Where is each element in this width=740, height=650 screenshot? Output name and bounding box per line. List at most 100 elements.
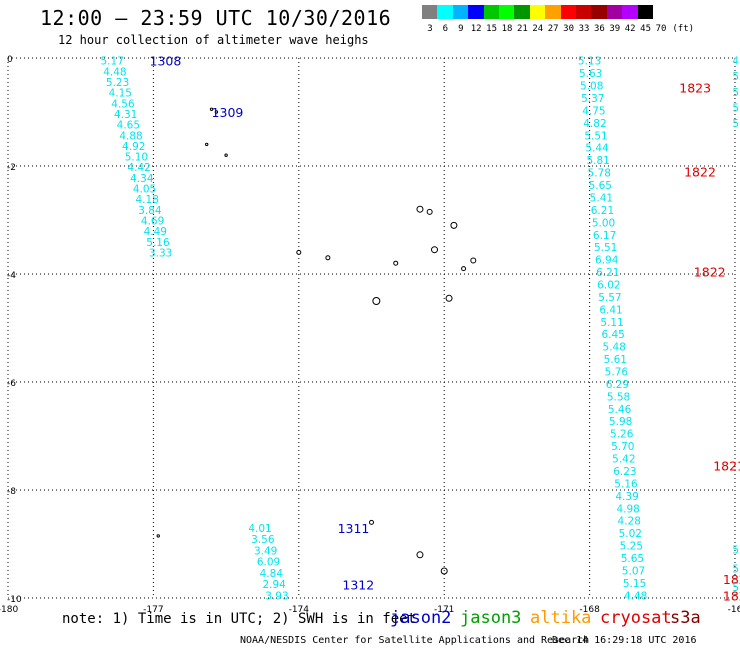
wave-height-label: 5.65	[621, 553, 644, 565]
wave-height-label: 5.10	[125, 152, 148, 164]
wave-height-label: 4.01	[248, 523, 271, 535]
scale-label: 6	[442, 24, 449, 34]
legend-item-altika: altika	[530, 608, 592, 628]
scale-swatch	[560, 5, 576, 19]
chart-subtitle: 12 hour collection of altimeter wave hei…	[58, 33, 369, 47]
wave-height-label: 5.51	[594, 242, 617, 254]
wave-height-label: 4.65	[117, 120, 140, 132]
wave-height-label: 4.18	[136, 194, 159, 206]
island-outline	[156, 534, 160, 538]
y-tick-label: -4	[7, 271, 16, 281]
scale-label: 36	[593, 24, 605, 34]
scale-swatch	[591, 5, 607, 19]
wave-height-label: 5.98	[609, 416, 632, 428]
scale-swatch	[576, 5, 592, 19]
wave-height-label: 4.34	[130, 173, 154, 185]
wave-height-label: 5.58	[607, 391, 630, 403]
wave-height-label: 5.07	[622, 565, 645, 577]
wave-height-label: 5.13	[578, 56, 601, 68]
wave-height-label: 4.98	[616, 503, 639, 515]
y-tick-label: -8	[7, 487, 16, 497]
wave-height-label: 4.28	[618, 516, 641, 528]
credit-timestamp: Dec 14 16:29:18 UTC 2016	[552, 635, 697, 646]
legend-item-cryosat: cryosat	[600, 608, 672, 628]
pass-time-label: 1308	[150, 54, 182, 69]
wave-height-label: 5.	[732, 71, 740, 83]
pass-time-label: 1823	[679, 81, 711, 96]
wave-height-label: 4.84	[260, 568, 284, 580]
scale-label: 18	[501, 24, 513, 34]
wave-height-label: 5.	[732, 563, 740, 575]
wave-height-label: 4.82	[583, 118, 606, 130]
island-outline	[426, 208, 433, 215]
island-outline	[372, 297, 381, 305]
wave-height-label: 5.46	[608, 404, 632, 416]
scale-label: 24	[532, 24, 544, 34]
legend-item-jason3: jason3	[460, 608, 522, 628]
island-outline	[205, 142, 209, 147]
wave-height-label: 6.21	[591, 205, 614, 217]
wave-height-label: 3.84	[138, 205, 162, 217]
wave-height-label: 4.31	[114, 109, 137, 121]
island-outline	[431, 246, 439, 254]
wave-height-label: 4.56	[111, 98, 135, 110]
wave-height-label: 5.44	[585, 143, 609, 155]
island-outline	[440, 567, 448, 575]
wave-height-label: 5.41	[590, 192, 613, 204]
wave-height-label: 6.21	[596, 267, 619, 279]
wave-height-label: 5.48	[603, 342, 626, 354]
wave-height-label: 4.48	[103, 66, 126, 78]
scale-swatch	[622, 5, 638, 19]
wave-height-label: 5.08	[580, 81, 603, 93]
pass-time-label: 1309	[212, 105, 244, 120]
footer-note: note: 1) Time is in UTC; 2) SWH is in fe…	[62, 611, 417, 627]
island-outline	[325, 255, 331, 261]
wave-height-label: 5.	[732, 118, 740, 130]
y-tick-label: -2	[7, 163, 16, 173]
wave-height-label: 4.48	[624, 590, 647, 602]
scale-swatch	[514, 5, 530, 19]
wave-height-label: 5.02	[619, 528, 642, 540]
scale-label: 15	[486, 24, 498, 34]
scale-swatch	[483, 5, 499, 19]
island-outline	[445, 294, 453, 302]
scale-label: 39	[609, 24, 621, 34]
wave-height-label: 5.17	[101, 56, 124, 68]
scale-label: 3	[427, 24, 433, 34]
island-outline	[369, 519, 374, 525]
legend-item-s3a: s3a	[670, 608, 701, 628]
island-outline	[296, 249, 302, 255]
wave-height-label: 5.63	[579, 68, 602, 80]
chart-title: 12:00 – 23:59 UTC 10/30/2016	[40, 6, 392, 30]
island-outline	[393, 260, 399, 266]
scale-label: 45	[640, 24, 652, 34]
pass-time-label: 1822	[694, 264, 726, 279]
y-tick-label: -10	[7, 595, 22, 605]
y-tick-label: 0	[7, 55, 13, 65]
wave-height-label: 5.16	[146, 237, 170, 249]
island-outline	[214, 110, 219, 114]
island-outline	[209, 107, 214, 112]
y-tick-label: -6	[7, 379, 16, 389]
wave-height-label: 5.16	[614, 478, 638, 490]
scale-swatch	[468, 5, 484, 19]
wave-height-label: 6.02	[597, 279, 620, 291]
wave-height-label: 4.	[732, 56, 740, 68]
pass-time-label: 1820	[723, 572, 740, 587]
scale-label: 12	[470, 24, 482, 34]
credit-organization: NOAA/NESDIS Center for Satellite Applica…	[240, 635, 590, 646]
wave-height-label: 5.81	[586, 155, 609, 167]
scale-label: 21	[516, 24, 528, 34]
scale-swatch	[637, 5, 653, 19]
scale-label: 9	[458, 24, 464, 34]
wave-height-label: 5.61	[604, 354, 627, 366]
wave-height-label: 4.88	[119, 130, 142, 142]
wave-height-label: 5.	[732, 582, 740, 594]
wave-height-label: 4.75	[582, 105, 605, 117]
wave-height-label: 5.76	[605, 367, 629, 379]
island-outline	[416, 205, 424, 213]
island-outline	[450, 221, 458, 229]
wave-height-label: 3.93	[265, 590, 288, 602]
scale-swatch	[545, 5, 561, 19]
wave-height-label: 4.39	[615, 491, 638, 503]
